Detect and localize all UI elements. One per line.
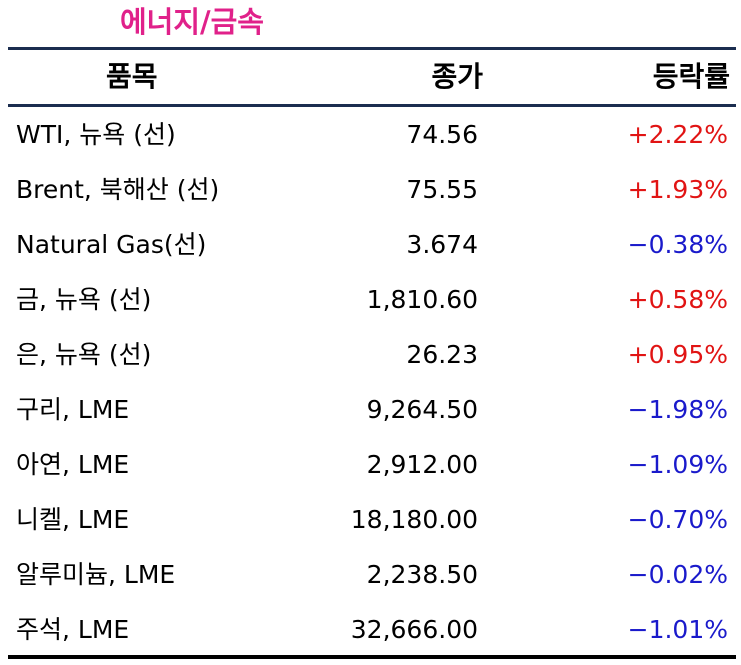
row-change: −1.09%	[627, 450, 728, 479]
row-close: 74.56	[406, 120, 478, 149]
table-row: 알루미늄, LME 2,238.50 −0.02%	[8, 547, 736, 602]
table-row: WTI, 뉴욕 (선) 74.56 +2.22%	[8, 107, 736, 162]
row-change: −0.70%	[627, 505, 728, 534]
row-close: 18,180.00	[350, 505, 478, 534]
row-change: −1.01%	[627, 615, 728, 644]
table-row: 주석, LME 32,666.00 −1.01%	[8, 602, 736, 657]
table-header: 품목 종가 등락률	[8, 50, 736, 104]
row-item: 주석, LME	[16, 615, 130, 644]
header-rule	[8, 104, 736, 107]
header-change: 등락률	[652, 60, 730, 93]
row-item: 구리, LME	[16, 395, 130, 424]
table-row: Natural Gas(선) 3.674 −0.38%	[8, 217, 736, 272]
row-close: 26.23	[406, 340, 478, 369]
table-row: 은, 뉴욕 (선) 26.23 +0.95%	[8, 327, 736, 382]
table-row: 금, 뉴욕 (선) 1,810.60 +0.58%	[8, 272, 736, 327]
row-change: −0.02%	[627, 560, 728, 589]
table-row: 구리, LME 9,264.50 −1.98%	[8, 382, 736, 437]
header-close: 종가	[431, 60, 483, 93]
row-change: −1.98%	[627, 395, 728, 424]
row-item: 알루미늄, LME	[16, 560, 176, 589]
row-close: 2,912.00	[366, 450, 478, 479]
row-item: 금, 뉴욕 (선)	[16, 285, 152, 314]
header-item: 품목	[106, 60, 158, 93]
row-close: 32,666.00	[350, 615, 478, 644]
row-change: +1.93%	[627, 175, 728, 204]
table-body: WTI, 뉴욕 (선) 74.56 +2.22% Brent, 북해산 (선) …	[8, 107, 736, 657]
row-close: 9,264.50	[366, 395, 478, 424]
row-item: 아연, LME	[16, 450, 130, 479]
table-row: Brent, 북해산 (선) 75.55 +1.93%	[8, 162, 736, 217]
row-close: 3.674	[406, 230, 478, 259]
table-row: 니켈, LME 18,180.00 −0.70%	[8, 492, 736, 547]
row-close: 75.55	[406, 175, 478, 204]
row-change: −0.38%	[627, 230, 728, 259]
bottom-rule	[8, 655, 736, 659]
row-close: 2,238.50	[366, 560, 478, 589]
row-item: Natural Gas(선)	[16, 230, 207, 259]
top-rule	[8, 47, 736, 50]
row-change: +0.58%	[627, 285, 728, 314]
table-row: 아연, LME 2,912.00 −1.09%	[8, 437, 736, 492]
row-item: WTI, 뉴욕 (선)	[16, 120, 176, 149]
row-close: 1,810.60	[366, 285, 478, 314]
row-item: 은, 뉴욕 (선)	[16, 340, 152, 369]
row-item: Brent, 북해산 (선)	[16, 175, 220, 204]
row-change: +2.22%	[627, 120, 728, 149]
table-title: 에너지/금속	[120, 5, 264, 39]
row-change: +0.95%	[627, 340, 728, 369]
row-item: 니켈, LME	[16, 505, 130, 534]
